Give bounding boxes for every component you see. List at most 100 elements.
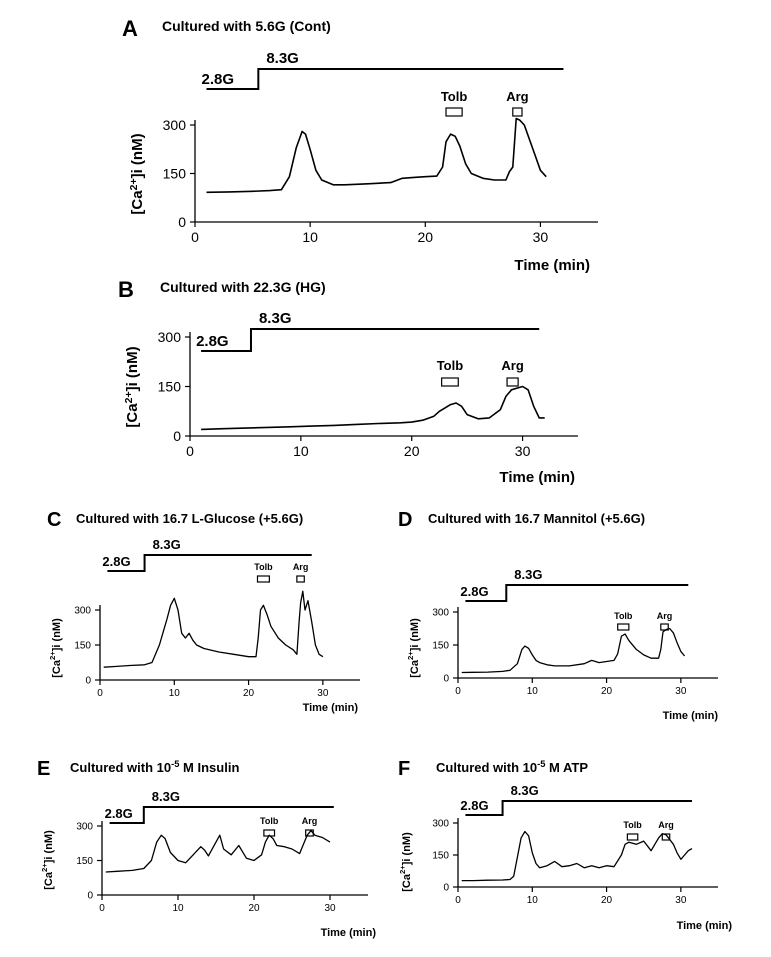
panel-letter: F (398, 758, 410, 780)
panel-f: F Cultured with 10-5 M ATP 2.8G 8.3G Tolb Arg… (398, 758, 732, 932)
x-tick-label: 10 (302, 229, 318, 245)
x-tick-label: 30 (515, 443, 531, 459)
glucose-low-label: 2.8G (102, 554, 130, 569)
panel-title: Cultured with 10-5 M ATP (436, 759, 588, 775)
panel-title: Cultured with 10-5 M Insulin (70, 759, 239, 775)
x-tick-label: 30 (675, 686, 687, 697)
x-tick-label: 10 (293, 443, 309, 459)
panel-d: D Cultured with 16.7 Mannitol (+5.6G) 2.8G… (398, 509, 718, 722)
y-tick-label: 150 (432, 851, 449, 862)
glucose-high-label: 8.3G (511, 783, 539, 798)
stimulus-label-tolb: Tolb (614, 611, 633, 621)
calcium-trace-line (103, 590, 324, 668)
x-axis-label: Time (min) (321, 927, 377, 939)
panel-title: Cultured with 5.6G (Cont) (162, 18, 331, 34)
y-tick-label: 0 (87, 891, 93, 902)
x-tick-label: 10 (172, 903, 184, 914)
y-axis-label: [Ca2+]i (nM) (40, 830, 55, 890)
y-label-part: ]i (nM) (51, 618, 63, 651)
glucose-high-label: 8.3G (514, 567, 542, 582)
glucose-high-label: 8.3G (266, 50, 299, 67)
y-label-part: ]i (nM) (401, 832, 413, 865)
panel-letter: E (37, 758, 50, 780)
glucose-step-line (465, 800, 692, 816)
y-label-superscript: 2+ (40, 863, 49, 872)
y-tick-label: 150 (76, 856, 93, 867)
x-axis-label: Time (min) (663, 710, 719, 722)
y-tick-label: 150 (74, 641, 91, 652)
panel-letter: D (398, 509, 412, 531)
glucose-step-line (465, 584, 689, 602)
x-tick-label: 30 (675, 895, 687, 906)
y-tick-label: 0 (178, 214, 186, 230)
y-label-part: ]i (nM) (409, 618, 421, 651)
title-part: Cultured with 10 (70, 760, 171, 775)
stimulus-label-arg: Arg (302, 816, 318, 826)
y-label-part: [Ca (409, 659, 421, 678)
y-label-part: [Ca (43, 871, 55, 890)
x-axis-label: Time (min) (677, 920, 733, 932)
glucose-step-line (201, 328, 540, 352)
x-axis-label: Time (min) (514, 257, 590, 274)
stimulus-label-tolb: Tolb (441, 89, 468, 104)
y-label-part: [Ca (124, 403, 141, 428)
title-superscript: -5 (171, 759, 179, 769)
y-label-superscript: 2+ (406, 651, 415, 660)
panel-a: A Cultured with 5.6G (Cont) 2.8G 8.3G Tolb Ar… (122, 16, 598, 274)
y-tick-label: 0 (443, 883, 449, 894)
y-tick-label: 300 (76, 822, 93, 833)
panel-title: Cultured with 16.7 L-Glucose (+5.6G) (76, 511, 303, 526)
glucose-high-label: 8.3G (259, 310, 292, 327)
y-label-part: [Ca (51, 659, 63, 678)
stimulus-box-tolb (445, 107, 463, 117)
panel-e: E Cultured with 10-5 M Insulin 2.8G 8.3G Tol… (37, 758, 376, 939)
x-tick-label: 10 (527, 686, 539, 697)
y-label-superscript: 2+ (48, 651, 57, 660)
title-part: Cultured with 10 (436, 760, 537, 775)
stimulus-label-tolb: Tolb (254, 562, 273, 572)
calcium-trace-line (461, 627, 686, 674)
x-tick-label: 0 (99, 903, 105, 914)
y-tick-label: 300 (158, 329, 182, 345)
title-superscript: -5 (537, 759, 545, 769)
x-tick-label: 20 (248, 903, 260, 914)
x-tick-label: 20 (404, 443, 420, 459)
stimulus-box-tolb (617, 623, 630, 631)
glucose-low-label: 2.8G (460, 798, 488, 813)
panel-b: B Cultured with 22.3G (HG) 2.8G 8.3G Tolb Arg… (118, 277, 578, 486)
y-label-part: [Ca (129, 190, 146, 215)
calcium-trace-line (461, 830, 693, 882)
y-axis-label: [Ca2+]i (nM) (398, 832, 413, 892)
x-tick-label: 10 (169, 688, 181, 699)
x-tick-label: 20 (417, 229, 433, 245)
stimulus-label-tolb: Tolb (260, 816, 279, 826)
stimulus-box-arg (661, 833, 671, 841)
title-part: M ATP (545, 760, 588, 775)
y-axis-label: [Ca2+]i (nM) (406, 618, 421, 678)
y-axis-label: [Ca2+]i (nM) (48, 618, 63, 678)
stimulus-box-tolb (441, 377, 459, 387)
x-tick-label: 20 (601, 686, 613, 697)
x-tick-label: 0 (186, 443, 194, 459)
x-axis-label: Time (min) (499, 469, 575, 486)
x-tick-label: 30 (317, 688, 329, 699)
x-tick-label: 30 (324, 903, 336, 914)
panel-c: C Cultured with 16.7 L-Glucose (+5.6G) 2.8… (47, 509, 360, 714)
calcium-trace-line (201, 385, 545, 431)
glucose-high-label: 8.3G (153, 537, 181, 552)
y-tick-label: 150 (163, 165, 187, 181)
glucose-step-line (206, 68, 564, 90)
panel-letter: A (122, 16, 138, 41)
y-tick-label: 0 (173, 428, 181, 444)
stimulus-box-arg (512, 107, 523, 117)
stimulus-box-tolb (256, 575, 270, 583)
calcium-trace-line (206, 117, 547, 194)
stimulus-label-tolb: Tolb (623, 820, 642, 830)
glucose-high-label: 8.3G (152, 789, 180, 804)
y-label-part: ]i (nM) (124, 346, 141, 391)
panel-title: Cultured with 22.3G (HG) (160, 279, 326, 295)
x-tick-label: 30 (533, 229, 549, 245)
y-label-superscript: 2+ (123, 391, 135, 403)
y-tick-label: 300 (432, 608, 449, 619)
stimulus-label-arg: Arg (658, 820, 674, 830)
